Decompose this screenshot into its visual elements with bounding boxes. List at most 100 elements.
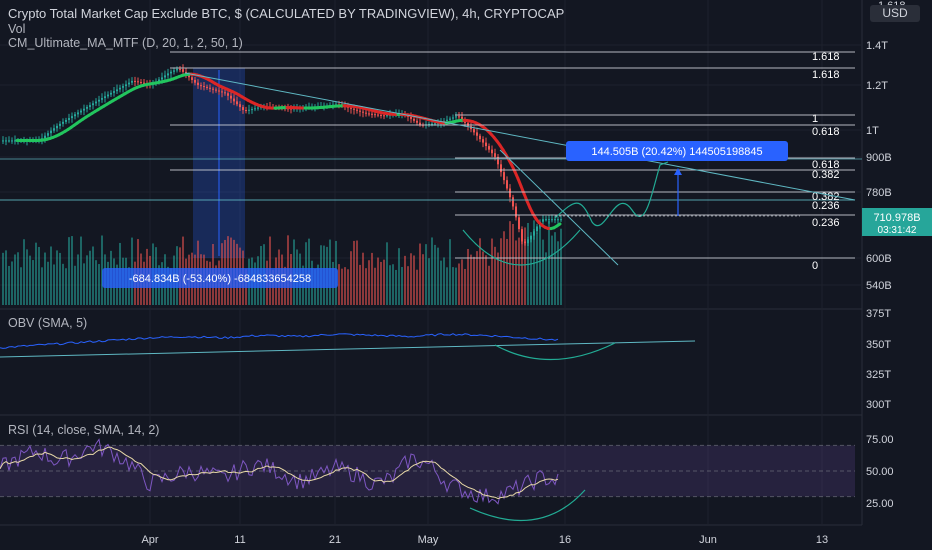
candle-body	[113, 91, 115, 93]
candle-body	[65, 119, 67, 122]
volume-bar	[461, 259, 463, 305]
volume-bar	[485, 255, 487, 305]
rsi-indicator-label[interactable]: RSI (14, close, SMA, 14, 2)	[8, 423, 160, 437]
candle-body	[224, 92, 226, 94]
fib-level-label: 0.236	[812, 217, 840, 229]
volume-bar	[449, 239, 451, 305]
volume-bar	[392, 264, 394, 305]
volume-bar	[401, 266, 403, 305]
candle-body	[77, 112, 79, 115]
fib-level-label: 0.618	[812, 159, 840, 171]
candle-body	[461, 116, 463, 120]
volume-bar	[470, 254, 472, 305]
volume-bar	[419, 243, 421, 305]
candle-body	[527, 239, 529, 244]
volume-bar	[365, 268, 367, 305]
volume-bar	[416, 269, 418, 305]
volume-bar	[452, 267, 454, 305]
volume-bar	[407, 266, 409, 305]
candle-body	[413, 118, 415, 121]
candle-body	[2, 140, 4, 142]
volume-bar	[494, 246, 496, 305]
rsi-axis-label: 50.00	[866, 466, 894, 478]
volume-bar	[383, 259, 385, 305]
candle-body	[524, 241, 526, 244]
volume-bar	[455, 267, 457, 305]
volume-indicator-label[interactable]: Vol	[8, 22, 26, 36]
measure-up-label: 144.505B (20.42%) 144505198845	[591, 146, 762, 158]
candle-body	[62, 121, 64, 124]
volume-bar	[509, 221, 511, 305]
volume-bar	[467, 248, 469, 305]
candle-body	[458, 116, 460, 118]
obv-indicator-label[interactable]: OBV (SMA, 5)	[8, 316, 88, 330]
fib-level-label: 0.382	[812, 169, 840, 181]
candle-body	[494, 153, 496, 157]
candle-body	[179, 69, 181, 71]
candle-body	[530, 235, 532, 240]
price-axis-label: 1T	[866, 125, 879, 137]
candle-body	[452, 117, 454, 119]
volume-bar	[440, 260, 442, 305]
candle-body	[227, 93, 229, 96]
price-axis-label: 780B	[866, 187, 892, 199]
candle-body	[209, 87, 211, 89]
candle-body	[473, 129, 475, 133]
volume-bar	[545, 252, 547, 305]
candle-body	[128, 82, 130, 85]
candle-body	[482, 139, 484, 143]
volume-bar	[500, 238, 502, 305]
ma-indicator-label[interactable]: CM_Ultimate_MA_MTF (D, 20, 1, 2, 50, 1)	[8, 36, 243, 50]
candle-body	[419, 122, 421, 125]
volume-bar	[518, 237, 520, 305]
volume-bar	[101, 235, 103, 305]
candle-body	[11, 140, 13, 142]
volume-bar	[371, 252, 373, 305]
volume-bar	[356, 240, 358, 305]
volume-bar	[548, 220, 550, 305]
candle-body	[230, 95, 232, 99]
candle-body	[365, 112, 367, 114]
candle-body	[125, 84, 127, 87]
volume-bar	[557, 241, 559, 305]
volume-bar	[17, 252, 19, 305]
moving-average-segment	[555, 222, 562, 228]
volume-bar	[425, 244, 427, 305]
candle-body	[44, 135, 46, 139]
volume-bar	[80, 236, 82, 305]
volume-bar	[23, 239, 25, 305]
candle-body	[203, 86, 205, 88]
candle-body	[545, 219, 547, 221]
fib-level-label: 0.382	[812, 191, 840, 203]
currency-button[interactable]: USD	[870, 5, 920, 22]
last-price-label: 710.978B	[873, 212, 920, 224]
candle-body	[239, 104, 241, 108]
volume-bar	[488, 265, 490, 305]
obv-cup-arc	[494, 342, 616, 361]
candle-body	[512, 197, 514, 207]
volume-bar	[89, 250, 91, 305]
volume-bar	[74, 265, 76, 305]
candle-body	[14, 140, 16, 142]
volume-bar	[95, 260, 97, 305]
fib-level-label: 0.236	[812, 200, 840, 212]
candle-body	[122, 86, 124, 88]
chart-title: Crypto Total Market Cap Exclude BTC, $ (…	[8, 6, 565, 21]
candle-body	[479, 135, 481, 140]
candle-body	[212, 88, 214, 90]
volume-bar	[86, 255, 88, 305]
fib-level-label: 0.618	[812, 126, 840, 138]
candle-body	[131, 80, 133, 83]
candle-body	[374, 114, 376, 116]
price-axis-label: 1.4T	[866, 40, 888, 52]
volume-bar	[353, 240, 355, 305]
candle-body	[518, 217, 520, 230]
candle-body	[50, 130, 52, 134]
candle-body	[200, 85, 202, 87]
candle-body	[353, 108, 355, 110]
candle-body	[140, 81, 142, 83]
volume-bar	[497, 252, 499, 305]
volume-bar	[398, 248, 400, 305]
candle-body	[476, 132, 478, 136]
